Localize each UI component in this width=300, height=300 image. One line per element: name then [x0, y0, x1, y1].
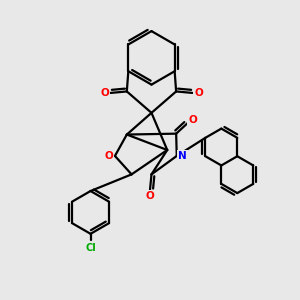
- Text: O: O: [104, 151, 113, 161]
- Text: O: O: [100, 88, 109, 98]
- Text: N: N: [178, 151, 187, 161]
- Text: O: O: [146, 191, 154, 201]
- Text: O: O: [188, 115, 197, 125]
- Text: Cl: Cl: [85, 243, 96, 253]
- Text: O: O: [194, 88, 203, 98]
